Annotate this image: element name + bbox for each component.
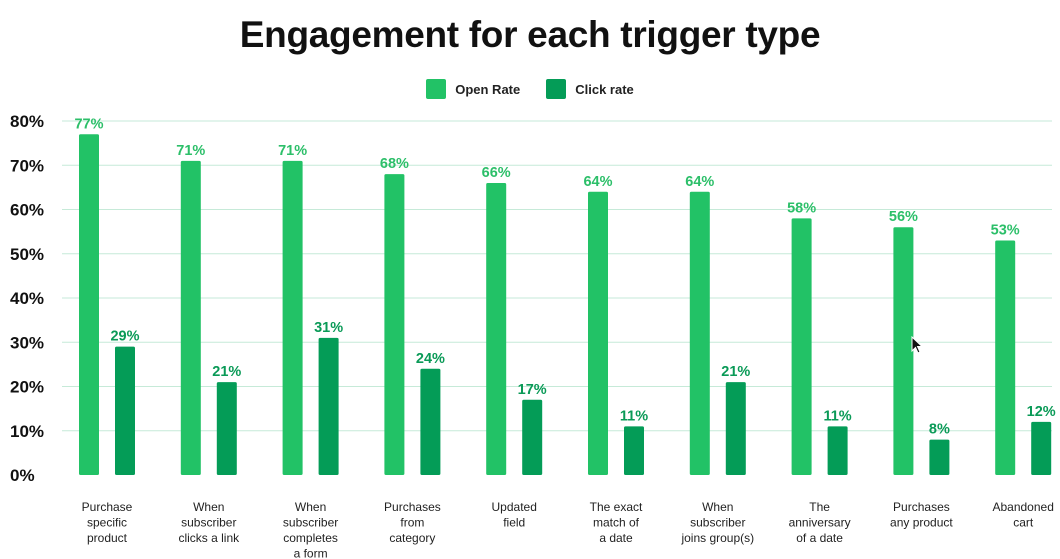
bar-open-rate [384,174,405,475]
data-label: 8% [929,422,950,438]
bar-click-rate [522,399,543,475]
x-tick-label: When subscriber clicks a link [178,500,240,545]
bar-open-rate [588,191,608,476]
x-tick-label: The anniversary of a date [789,500,851,545]
y-tick-label: 80% [10,112,44,131]
x-tick-label: Purchase specific product [82,500,133,545]
bar-click-rate [725,382,746,475]
data-label: 68% [380,156,409,172]
x-tick-label: Updated field [492,500,537,530]
legend-label-click-rate: Click rate [575,81,634,97]
data-label: 77% [74,116,103,132]
data-label: 21% [721,364,750,380]
data-label: 66% [482,165,511,181]
data-label: 58% [787,200,816,216]
bar-click-rate [929,439,950,475]
legend: Open Rate Click rate [0,79,1060,99]
data-label: 31% [314,320,343,336]
data-label: 21% [212,364,241,380]
bar-open-rate [995,240,1016,475]
data-label: 71% [278,143,307,159]
bar-open-rate [893,227,914,475]
legend-swatch-click-rate [546,79,567,99]
y-tick-label: 60% [10,201,44,220]
y-tick-label: 0% [10,466,35,485]
data-label: 12% [1027,404,1056,420]
data-label: 17% [518,382,547,398]
data-label: 11% [620,408,648,424]
data-label: 64% [685,174,714,190]
data-label: 64% [583,174,612,190]
bar-click-rate [1031,421,1052,475]
legend-label-open-rate: Open Rate [455,81,521,97]
y-tick-label: 20% [10,378,44,397]
legend-swatch-open-rate [426,79,447,99]
y-tick-label: 70% [10,156,44,175]
data-label: 24% [416,351,445,367]
bar-open-rate [79,134,99,475]
bar-open-rate [486,182,507,475]
bar-click-rate [318,337,339,475]
bar-open-rate [180,160,201,475]
chart-title: Engagement for each trigger type [239,14,821,55]
data-label: 29% [110,329,139,345]
y-tick-label: 50% [10,245,44,264]
mouse-pointer-icon [911,336,924,354]
x-tick-label: The exact match of a date [590,500,643,545]
x-tick-label: When subscriber joins group(s) [680,500,754,545]
bar-click-rate [624,426,644,475]
x-tick-label: Purchases any product [890,500,953,530]
y-tick-label: 40% [10,289,44,308]
legend-item-open-rate: Open Rate [426,79,520,99]
x-tick-label: Purchases from category [384,500,441,545]
bar-click-rate [216,382,237,475]
bar-click-rate [115,346,135,475]
data-label: 53% [991,222,1020,238]
data-label: 56% [889,209,918,225]
data-label: 11% [823,408,851,424]
legend-item-click-rate: Click rate [546,79,634,99]
y-tick-label: 30% [10,333,44,352]
x-tick-label: Abandoned cart [992,500,1053,530]
bar-open-rate [689,191,710,476]
x-tick-label: When subscriber completes a form [283,500,338,559]
y-tick-label: 10% [10,422,44,441]
bar-open-rate [282,160,303,475]
bar-click-rate [827,426,848,475]
bar-open-rate [791,218,812,475]
data-label: 71% [176,143,205,159]
bar-click-rate [420,368,441,475]
